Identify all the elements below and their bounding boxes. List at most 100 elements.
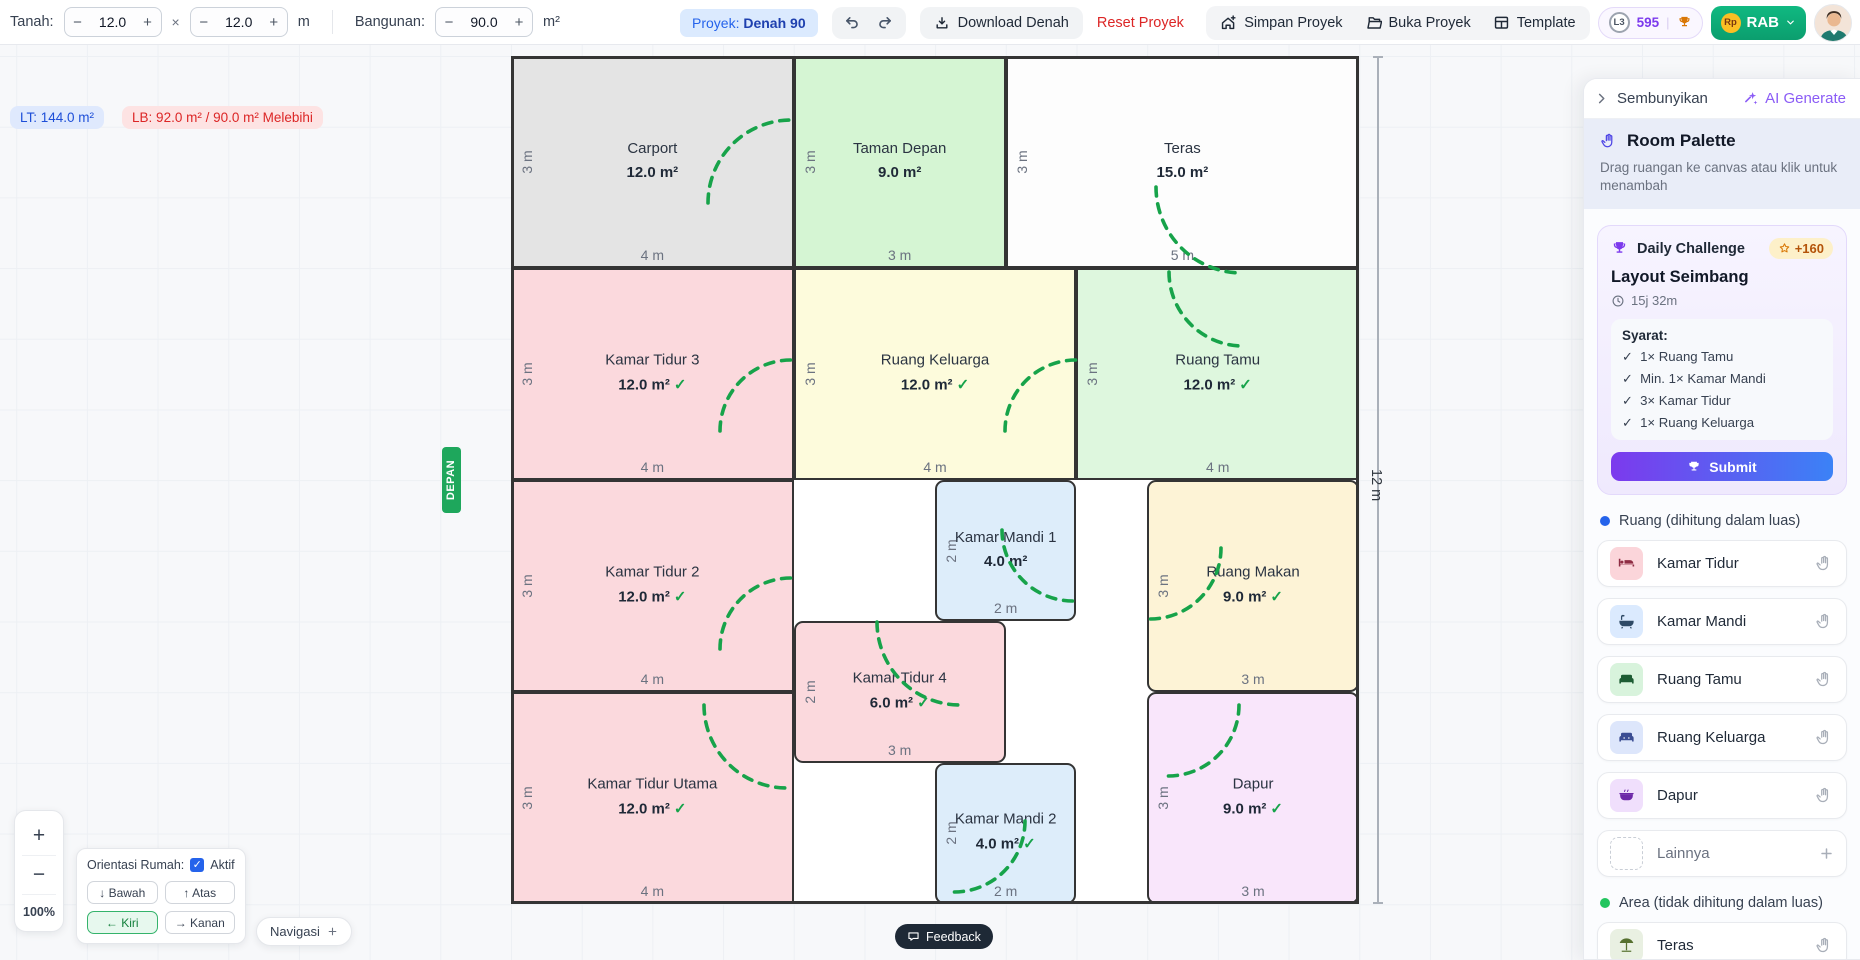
bangunan-stepper[interactable]: − 90.0 + <box>434 7 533 37</box>
plus-icon <box>328 927 337 936</box>
submit-challenge-button[interactable]: Submit <box>1611 452 1833 482</box>
user-avatar[interactable] <box>1814 3 1852 42</box>
grab-hand-icon[interactable] <box>1815 936 1834 955</box>
trophy-icon <box>1613 242 1626 254</box>
tanah-height-plus-button[interactable]: + <box>261 8 287 36</box>
toolbar-divider <box>331 10 333 34</box>
room-ruang-makan[interactable]: Ruang Makan 9.0 m² ✓ 3 m 3 m <box>1147 480 1360 693</box>
check-icon: ✓ <box>1270 800 1283 818</box>
room-area-label: 12.0 m² ✓ <box>618 376 687 394</box>
check-icon: ✓ <box>956 376 970 394</box>
tanah-height-value: 12.0 <box>225 14 253 30</box>
orient-kiri-button[interactable]: ← Kiri <box>87 911 158 934</box>
floorplan-canvas[interactable]: LT: 144.0 m² LB: 92.0 m² / 90.0 m² Meleb… <box>0 45 1860 960</box>
palette-item-ruang-keluarga[interactable]: Ruang Keluarga <box>1597 714 1847 762</box>
tanah-width-stepper[interactable]: − 12.0 + <box>63 7 162 37</box>
tanah-height-stepper[interactable]: − 12.0 + <box>189 7 288 37</box>
room-kamar-tidur-2[interactable]: Kamar Tidur 2 12.0 m² ✓ 3 m 4 m <box>511 480 794 693</box>
bottom-dimension-label: 4 m <box>640 671 664 688</box>
level-points-pill[interactable]: L3 595 | <box>1597 6 1703 39</box>
room-ruang-keluarga[interactable]: Ruang Keluarga 12.0 m² ✓ 3 m 4 m <box>793 268 1077 480</box>
trophy-icon <box>1689 461 1699 471</box>
room-ruang-tamu[interactable]: Ruang Tamu 12.0 m² ✓ 3 m 4 m <box>1076 268 1360 480</box>
requirement-item: ✓ Min. 1× Kamar Mandi <box>1622 371 1766 387</box>
palette-item-kamar-tidur[interactable]: Kamar Tidur <box>1597 540 1847 588</box>
palette-item-label: Kamar Tidur <box>1657 555 1739 573</box>
project-name-pill[interactable]: Proyek: Denah 90 <box>680 8 818 37</box>
undo-button[interactable] <box>838 10 866 36</box>
side-dimension-label: 3 m <box>1155 574 1172 598</box>
room-label: Ruang Makan <box>1206 563 1300 581</box>
buka-proyek-button[interactable]: Buka Proyek <box>1365 14 1471 31</box>
grab-hand-icon[interactable] <box>1815 728 1834 747</box>
room-kamar-tidur-3[interactable]: Kamar Tidur 3 12.0 m² ✓ 3 m 4 m <box>511 268 794 480</box>
palette-item-label: Ruang Tamu <box>1657 671 1742 689</box>
side-dimension-label: 3 m <box>519 362 535 386</box>
room-taman-depan[interactable]: Taman Depan 9.0 m² 3 m 3 m <box>793 56 1006 268</box>
tanah-width-minus-button[interactable]: − <box>65 8 91 36</box>
check-icon: ✓ <box>1622 371 1634 387</box>
room-area-label: 15.0 m² <box>1156 163 1209 181</box>
palette-description: Drag ruangan ke canvas atau klik untuk m… <box>1600 160 1838 194</box>
room-carport[interactable]: Carport 12.0 m² 3 m 4 m <box>511 56 794 268</box>
feedback-button[interactable]: Feedback <box>895 924 993 949</box>
room-kamar-tidur-utama[interactable]: Kamar Tidur Utama 12.0 m² ✓ 3 m 4 m <box>511 692 794 905</box>
palette-item-dapur[interactable]: Dapur <box>1597 772 1847 820</box>
template-button[interactable]: Template <box>1493 14 1576 31</box>
chevron-down-icon <box>1787 20 1794 25</box>
pill-divider: | <box>1666 15 1670 30</box>
room-area-label: 12.0 m² ✓ <box>900 376 970 394</box>
check-icon: ✓ <box>1239 376 1252 394</box>
room-label: Kamar Tidur Utama <box>587 775 718 793</box>
room-teras[interactable]: Teras 15.0 m² 3 m 5 m <box>1005 56 1360 268</box>
grab-hand-icon[interactable] <box>1815 612 1834 631</box>
zoom-separator <box>22 894 56 895</box>
orient-bawah-button[interactable]: ↓ Bawah <box>87 881 158 904</box>
bangunan-minus-button[interactable]: − <box>436 8 462 36</box>
challenge-name: Layout Seimbang <box>1611 268 1749 287</box>
zoom-out-button[interactable]: − <box>20 856 58 894</box>
orient-kanan-button[interactable]: → Kanan <box>164 911 235 934</box>
bangunan-plus-button[interactable]: + <box>506 8 532 36</box>
side-dimension-label: 3 m <box>801 150 818 174</box>
redo-button[interactable] <box>872 10 900 36</box>
daily-challenge-title: Daily Challenge <box>1637 240 1745 257</box>
palette-item-teras[interactable]: Teras <box>1597 922 1847 959</box>
navigasi-toggle[interactable]: Navigasi <box>256 917 352 946</box>
redo-icon <box>879 17 892 29</box>
palette-item-kamar-mandi[interactable]: Kamar Mandi <box>1597 598 1847 646</box>
grab-hand-icon[interactable] <box>1815 786 1834 805</box>
grab-hand-icon[interactable] <box>1815 554 1834 573</box>
grab-hand-icon[interactable] <box>1815 670 1834 689</box>
area-section-header: Area (tidak dihitung dalam luas) <box>1600 895 1844 911</box>
add-icon[interactable] <box>1819 846 1834 861</box>
zoom-level-label: 100% <box>23 905 55 919</box>
check-icon: ✓ <box>1622 415 1634 431</box>
palette-item-ruang-tamu[interactable]: Ruang Tamu <box>1597 656 1847 704</box>
check-icon: ✓ <box>673 588 687 606</box>
unit-m-label: m <box>297 14 310 30</box>
room-kamar-tidur-4[interactable]: Kamar Tidur 4 6.0 m² ✓ 2 m 3 m <box>793 621 1006 763</box>
tanah-height-minus-button[interactable]: − <box>191 8 217 36</box>
aktif-checkbox[interactable]: ✓ <box>190 858 205 872</box>
reset-proyek-button[interactable]: Reset Proyek <box>1096 14 1184 31</box>
zoom-in-button[interactable]: + <box>20 817 58 855</box>
ai-generate-button[interactable]: AI Generate <box>1742 90 1846 107</box>
room-area-label: 12.0 m² ✓ <box>1183 376 1252 394</box>
room-dapur[interactable]: Dapur 9.0 m² ✓ 3 m 3 m <box>1147 692 1360 905</box>
zoom-separator <box>22 855 56 856</box>
side-dimension-label: 3 m <box>801 362 818 386</box>
simpan-proyek-button[interactable]: Simpan Proyek <box>1220 14 1343 31</box>
check-icon: ✓ <box>1622 349 1634 365</box>
tanah-width-plus-button[interactable]: + <box>135 8 161 36</box>
palette-item-label: Ruang Keluarga <box>1657 729 1766 747</box>
palette-item-lainnya[interactable]: Lainnya <box>1597 830 1847 878</box>
orient-atas-button[interactable]: ↑ Atas <box>164 881 235 904</box>
hide-sidebar-button[interactable]: Sembunyikan <box>1594 90 1708 107</box>
bottom-dimension-label: 3 m <box>1241 671 1265 688</box>
download-denah-button[interactable]: Download Denah <box>919 6 1083 39</box>
rab-button[interactable]: Rp RAB <box>1710 5 1806 40</box>
